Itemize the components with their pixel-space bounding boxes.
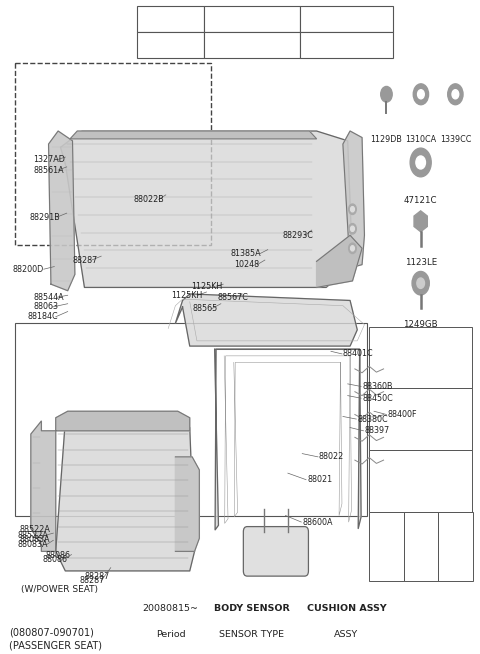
Text: 88567C: 88567C [217, 293, 248, 301]
Polygon shape [175, 457, 199, 551]
Text: 88022B: 88022B [134, 195, 165, 204]
Text: 88565: 88565 [192, 304, 217, 313]
Circle shape [418, 90, 424, 99]
Text: BODY SENSOR: BODY SENSOR [214, 604, 290, 613]
Bar [204, 32, 300, 58]
Polygon shape [56, 411, 190, 431]
Polygon shape [56, 421, 194, 571]
Text: 88021: 88021 [307, 475, 332, 484]
Polygon shape [414, 211, 427, 232]
Circle shape [448, 84, 463, 105]
FancyBboxPatch shape [243, 526, 309, 576]
Bar [369, 512, 404, 581]
Polygon shape [215, 349, 361, 530]
Polygon shape [48, 131, 75, 290]
Text: (W/POWER SEAT): (W/POWER SEAT) [21, 585, 98, 594]
Bar [438, 512, 473, 581]
Text: 20080815~: 20080815~ [143, 604, 199, 613]
Bar [300, 32, 393, 58]
Circle shape [348, 224, 356, 234]
Bar [15, 323, 367, 515]
Text: 88397: 88397 [364, 426, 390, 436]
Circle shape [350, 246, 354, 251]
Circle shape [350, 226, 354, 232]
Text: 88522A: 88522A [17, 530, 48, 540]
Text: 88522A: 88522A [20, 525, 51, 534]
Polygon shape [317, 235, 362, 287]
Text: 88287: 88287 [80, 576, 105, 585]
Text: 1339CC: 1339CC [440, 135, 471, 144]
Circle shape [410, 148, 431, 177]
Text: 88086: 88086 [45, 551, 70, 560]
Text: 88287: 88287 [84, 572, 110, 581]
Polygon shape [343, 131, 364, 268]
Polygon shape [60, 131, 352, 287]
Text: 1129DB: 1129DB [371, 135, 402, 144]
Text: 1310CA: 1310CA [405, 135, 436, 144]
Text: 88083A: 88083A [17, 540, 48, 549]
Text: 88401C: 88401C [343, 349, 373, 358]
Text: CUSHION ASSY: CUSHION ASSY [307, 604, 386, 613]
Text: (PASSENGER SEAT): (PASSENGER SEAT) [9, 641, 102, 651]
Bar [137, 32, 204, 58]
Circle shape [348, 204, 356, 215]
Bar [137, 6, 204, 32]
Text: 1125KH: 1125KH [191, 282, 222, 290]
Text: 88360B: 88360B [362, 382, 393, 391]
Text: 88600A: 88600A [302, 517, 333, 526]
Bar [369, 388, 472, 451]
Text: 88544A: 88544A [33, 293, 64, 301]
Bar [15, 63, 211, 245]
Text: 88287: 88287 [72, 256, 98, 265]
Circle shape [417, 278, 424, 288]
Text: 88083A: 88083A [20, 535, 50, 544]
Text: 88380C: 88380C [357, 415, 388, 424]
Text: 88086: 88086 [43, 555, 68, 564]
Text: 1125KH: 1125KH [171, 291, 203, 300]
Text: 81385A: 81385A [230, 249, 261, 258]
Circle shape [413, 84, 429, 105]
Text: 88293C: 88293C [282, 231, 313, 240]
Text: 1123LE: 1123LE [405, 258, 437, 267]
Circle shape [381, 86, 392, 102]
Bar [369, 451, 472, 512]
Circle shape [412, 271, 429, 295]
Text: 88022: 88022 [319, 453, 344, 461]
Bar [404, 512, 438, 581]
Text: 88450C: 88450C [362, 394, 393, 403]
Bar [204, 6, 300, 32]
Text: 88063: 88063 [33, 303, 58, 311]
Text: 88400F: 88400F [387, 410, 417, 419]
Text: SENSOR TYPE: SENSOR TYPE [219, 630, 285, 638]
Polygon shape [31, 421, 56, 551]
Text: (080807-090701): (080807-090701) [9, 628, 94, 638]
Polygon shape [175, 294, 357, 346]
Text: 88184C: 88184C [28, 312, 59, 321]
Text: 47121C: 47121C [404, 196, 437, 205]
Text: Period: Period [156, 630, 185, 638]
Bar [369, 326, 472, 388]
Circle shape [350, 207, 354, 212]
Text: 88200D: 88200D [12, 265, 44, 273]
Circle shape [348, 243, 356, 254]
Text: 10248: 10248 [234, 260, 259, 269]
Circle shape [452, 90, 459, 99]
Circle shape [416, 156, 425, 169]
Polygon shape [70, 131, 317, 139]
Text: 1327AD: 1327AD [33, 155, 65, 164]
Text: 1249GB: 1249GB [403, 320, 438, 329]
Bar [300, 6, 393, 32]
Text: 88291B: 88291B [29, 213, 60, 222]
Text: 88561A: 88561A [33, 165, 64, 175]
Text: ASSY: ASSY [335, 630, 359, 638]
